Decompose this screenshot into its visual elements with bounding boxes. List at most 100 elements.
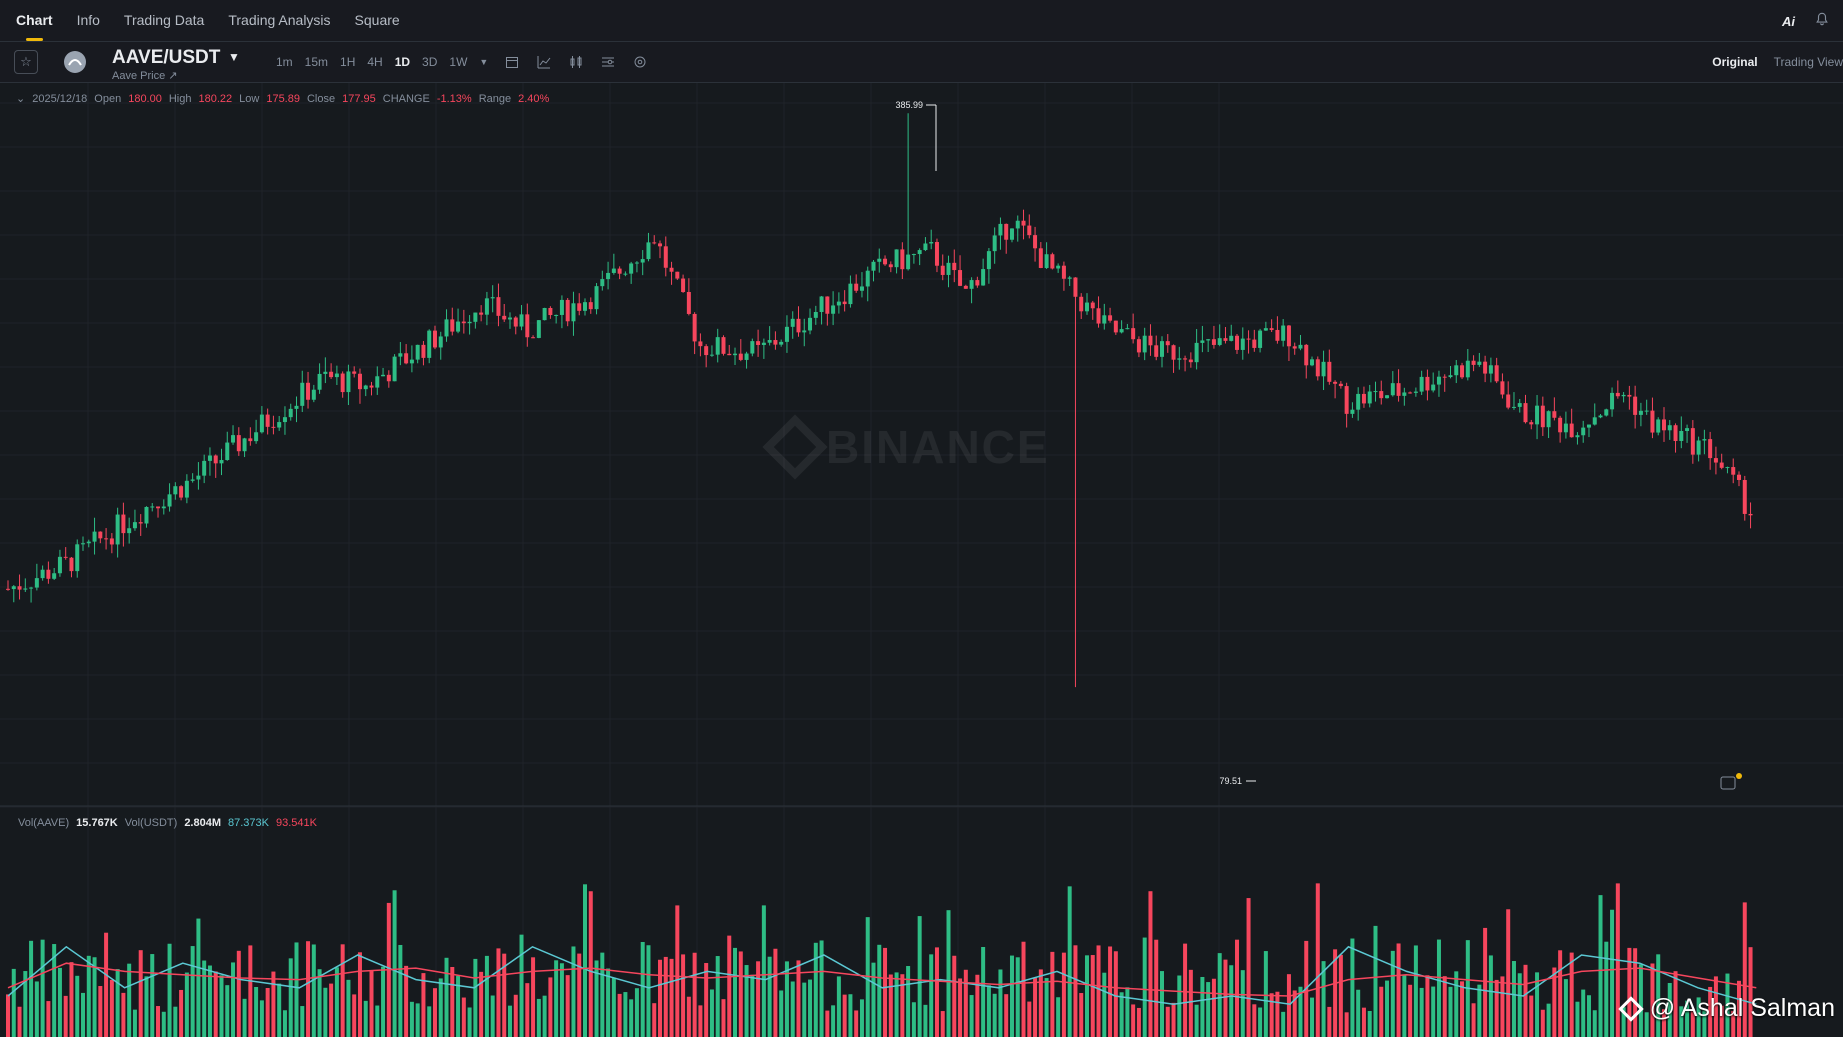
high-label: High [168,92,192,105]
volume-bar [542,995,547,1037]
ohlc-legend: ⌄ 2025/12/18 Open 180.00 High 180.22 Low… [16,92,549,106]
interval-4h[interactable]: 4H [367,55,383,69]
candle [1454,359,1459,384]
volume-bar [300,1006,305,1037]
candle [1373,381,1378,402]
caret-down-icon[interactable]: ▼ [228,50,240,64]
volume-bar [975,974,980,1037]
volume-bar [848,994,853,1037]
volume-bar [571,946,576,1037]
volume-bar [490,995,495,1037]
volume-bar [1171,1002,1176,1037]
gear-icon[interactable] [632,54,648,70]
candle [779,339,784,347]
close-label: Close [306,92,336,105]
volume-bar [1188,969,1193,1037]
view-original-button[interactable]: Original [1712,55,1758,69]
volume-bar [906,966,911,1037]
volume-bar [871,962,876,1037]
volume-bar [911,1002,916,1037]
volume-bar [1350,938,1355,1037]
volume-bar [1004,994,1009,1037]
pair-subtitle[interactable]: Aave Price ↗ [112,70,178,82]
candle [848,275,853,308]
candle [883,255,888,266]
volume-bar [1229,965,1234,1037]
volume-bar [767,956,772,1037]
interval-1d[interactable]: 1D [394,55,411,69]
candle [1056,263,1061,273]
candle [317,363,322,394]
candle [963,284,968,289]
interval-1h[interactable]: 1H [340,55,356,69]
candle [1108,307,1113,323]
volume-bar [29,940,34,1037]
interval-3d[interactable]: 3D [422,55,438,69]
volume-bar [450,966,455,1037]
volume-bar [1656,954,1661,1037]
low-label: Low [239,92,260,105]
interval-1m[interactable]: 1m [276,55,293,69]
volume-bar [409,1001,414,1037]
volume-bar [1050,951,1055,1037]
candle [1477,352,1482,367]
candle [1211,325,1216,349]
volume-bar [1719,1005,1724,1037]
interval-1w[interactable]: 1W [449,55,468,69]
candle [663,236,668,277]
volume-bar [427,1006,432,1037]
candle [1563,411,1568,439]
star-icon[interactable]: ☆ [14,50,38,74]
close-value: 177.95 [342,92,376,105]
volume-bar [554,960,559,1037]
interval-15m[interactable]: 15m [304,55,329,69]
low-marker-label: 79.51 [1219,776,1242,786]
candle [1194,329,1199,370]
candle [1061,261,1066,291]
calendar-icon[interactable] [504,54,520,70]
volume-bar [1552,967,1557,1037]
ai-button[interactable]: Ai [1782,14,1795,29]
view-tradingview-button[interactable]: Trading View [1773,55,1843,69]
volume-bar [1558,950,1563,1037]
volume-bar [473,958,478,1037]
collapse-chevron-icon[interactable]: ⌄ [16,93,26,105]
tab-info[interactable]: Info [76,12,100,28]
volume-bar [1142,937,1147,1037]
volume-bar [1638,964,1643,1037]
volume-bar [69,962,74,1037]
candle [438,331,443,360]
volume-bar [1419,987,1424,1037]
candle [813,305,818,325]
volume-bar [854,1010,859,1037]
tab-square[interactable]: Square [354,12,400,28]
candle [1304,343,1309,379]
settings-sliders-icon[interactable] [600,54,616,70]
tab-chart[interactable]: Chart [16,0,53,41]
candle [900,242,905,280]
volume-bar [40,939,45,1037]
volume-bar [594,960,599,1037]
more-intervals-icon[interactable]: ▼ [479,57,489,67]
indicator-icon[interactable] [536,54,552,70]
bell-icon[interactable] [1815,12,1829,31]
candlestick-chart[interactable]: 385.99 79.51 [0,83,1843,1037]
volume-bar [1471,1003,1476,1037]
volume-bar [1436,939,1441,1037]
volume-bar [646,945,651,1037]
candle [1494,357,1499,384]
watermark-text: BINANCE [826,421,1050,473]
candle [1136,336,1141,358]
candle [767,326,772,346]
candle [1737,471,1741,487]
binance-small-icon [1618,995,1644,1022]
candle [184,474,189,504]
tab-trading-analysis[interactable]: Trading Analysis [228,12,331,28]
volume-bar [577,953,582,1037]
volume-bar [1517,973,1522,1037]
pair-selector[interactable]: AAVE/USDT [112,47,221,68]
volume-bar [883,947,888,1037]
tab-trading-data[interactable]: Trading Data [123,12,205,28]
high-marker-label: 385.99 [895,100,923,110]
candle-type-icon[interactable] [568,54,584,70]
